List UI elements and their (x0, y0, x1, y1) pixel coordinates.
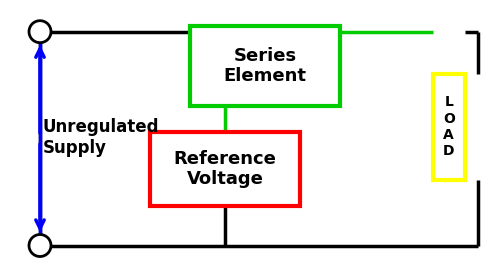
Bar (190, 26, 340, 106)
Text: Reference
Voltage: Reference Voltage (174, 150, 277, 188)
Text: Unregulated
Supply: Unregulated Supply (42, 118, 159, 157)
Text: Series
Element: Series Element (224, 47, 306, 85)
Bar (432, 74, 465, 180)
Bar (150, 132, 300, 206)
Ellipse shape (29, 234, 51, 257)
Text: L
O
A
D: L O A D (443, 95, 454, 158)
Ellipse shape (29, 21, 51, 43)
